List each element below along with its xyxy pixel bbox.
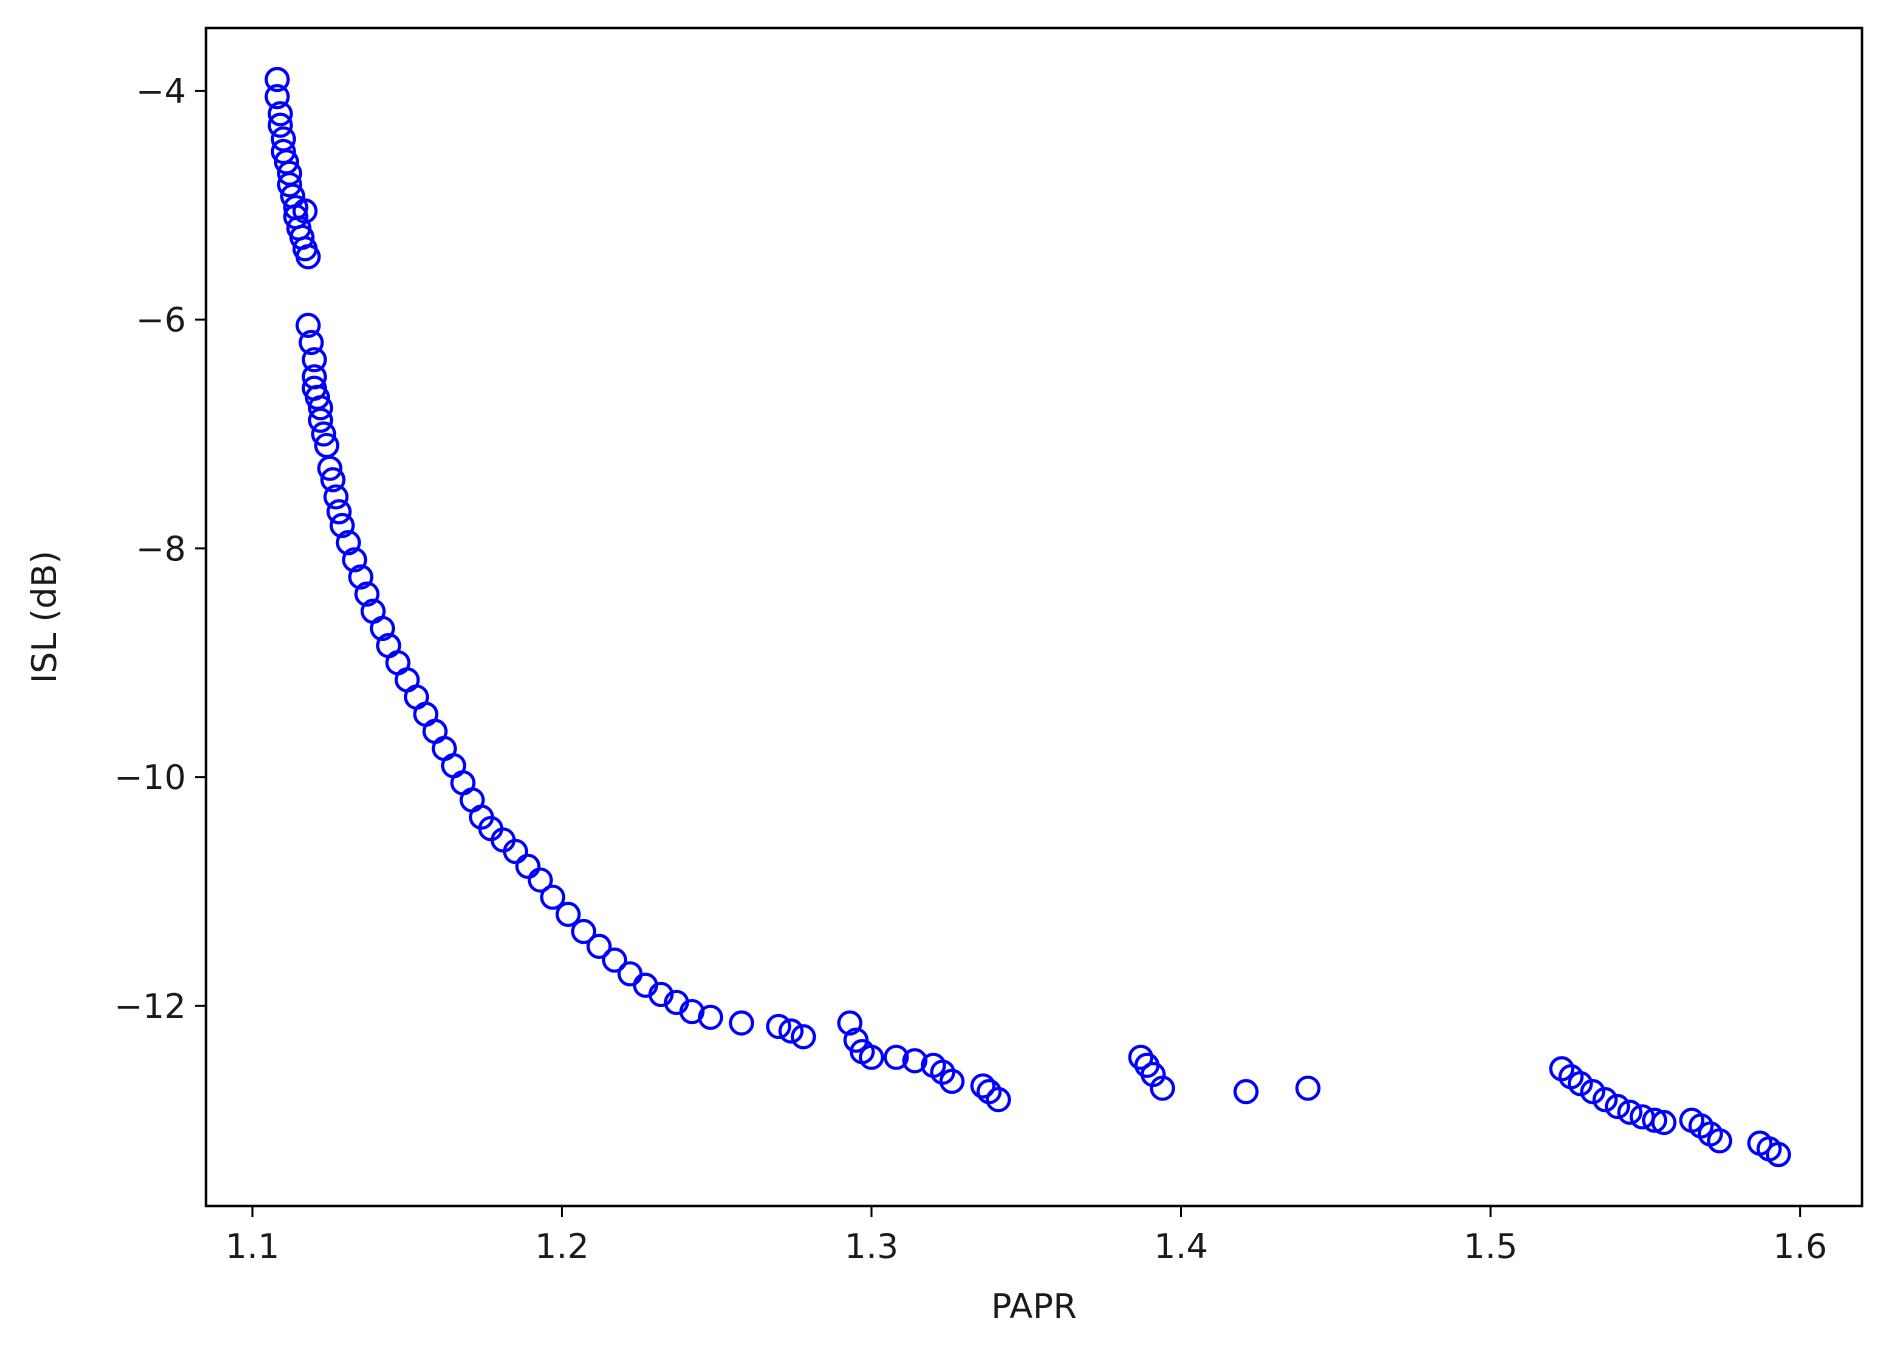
- scatter-point: [1765, 1141, 1792, 1168]
- scatter-point: [1651, 1109, 1677, 1136]
- scatter-point: [1604, 1093, 1631, 1120]
- scatter-point: [267, 112, 293, 138]
- plot-area-frame: [204, 26, 1864, 1208]
- scatter-point: [766, 1013, 792, 1040]
- y-axis-title: ISL (dB): [25, 551, 65, 684]
- scatter-point: [267, 101, 293, 127]
- scatter-point: [586, 933, 612, 959]
- scatter-point: [555, 901, 581, 927]
- scatter-point: [295, 244, 321, 270]
- scatter-point: [298, 329, 324, 356]
- x-tick-label: 1.2: [535, 1227, 589, 1267]
- scatter-point: [264, 84, 290, 110]
- y-tick-label: −10: [114, 758, 186, 798]
- x-tick-label: 1.1: [225, 1227, 279, 1267]
- scatter-point: [307, 395, 334, 421]
- scatter-point: [292, 198, 318, 224]
- scatter-point: [276, 172, 303, 198]
- scatter-point: [1149, 1075, 1176, 1101]
- scatter-point: [790, 1024, 816, 1050]
- scatter-point: [527, 867, 553, 893]
- scatter-point: [985, 1087, 1012, 1113]
- y-axis-ticks: −4 −6 −8 −10 −12: [114, 72, 206, 1027]
- scatter-point: [341, 547, 368, 573]
- x-tick-label: 1.6: [1773, 1227, 1827, 1267]
- scatter-point: [837, 1010, 863, 1036]
- scatter-point: [323, 484, 349, 510]
- scatter-point: [540, 884, 566, 910]
- x-axis-ticks: 1.1 1.2 1.3 1.4 1.5 1.6: [225, 1206, 1827, 1267]
- scatter-point: [335, 530, 361, 556]
- scatter-point: [515, 853, 541, 879]
- scatter-point: [778, 1018, 804, 1044]
- x-tick-label: 1.4: [1154, 1227, 1208, 1267]
- scatter-point: [902, 1048, 928, 1074]
- data-points: [264, 66, 1792, 1168]
- y-tick-label: −12: [114, 987, 186, 1027]
- x-tick-label: 1.5: [1464, 1227, 1518, 1267]
- scatter-point: [326, 499, 352, 525]
- x-axis-title: PAPR: [991, 1287, 1077, 1327]
- scatter-point: [311, 421, 337, 447]
- scatter-point: [295, 312, 321, 338]
- scatter-point: [329, 512, 355, 539]
- scatter-point: [1617, 1099, 1643, 1125]
- scatter-point: [1295, 1075, 1321, 1101]
- scatter-point: [1128, 1044, 1154, 1070]
- scatter-point: [1580, 1079, 1606, 1105]
- scatter-point: [307, 407, 334, 433]
- scatter-point: [697, 1004, 724, 1030]
- scatter-point: [348, 564, 374, 590]
- scatter-point: [264, 66, 290, 93]
- y-tick-label: −6: [136, 301, 186, 341]
- scatter-point: [1592, 1087, 1618, 1113]
- scatter-point: [648, 981, 674, 1008]
- scatter-point: [1707, 1128, 1733, 1154]
- scatter-point: [1567, 1071, 1593, 1097]
- scatter-point: [1642, 1107, 1668, 1133]
- scatter-point: [939, 1068, 965, 1094]
- scatter-point: [354, 581, 380, 607]
- scatter-point: [369, 615, 396, 642]
- scatter-point: [617, 961, 643, 987]
- y-tick-label: −4: [136, 72, 186, 112]
- scatter-point: [728, 1010, 755, 1036]
- scatter-point: [317, 455, 343, 481]
- scatter-point: [601, 947, 628, 973]
- scatter-point: [858, 1044, 885, 1070]
- scatter-point: [1233, 1079, 1259, 1105]
- scatter-point: [502, 838, 529, 865]
- scatter-point: [301, 347, 327, 373]
- scatter-point: [320, 467, 346, 493]
- scatter-point: [970, 1073, 996, 1099]
- scatter-point: [883, 1044, 909, 1070]
- y-tick-label: −8: [136, 529, 186, 569]
- x-tick-label: 1.3: [844, 1227, 898, 1267]
- scatter-point: [571, 918, 597, 945]
